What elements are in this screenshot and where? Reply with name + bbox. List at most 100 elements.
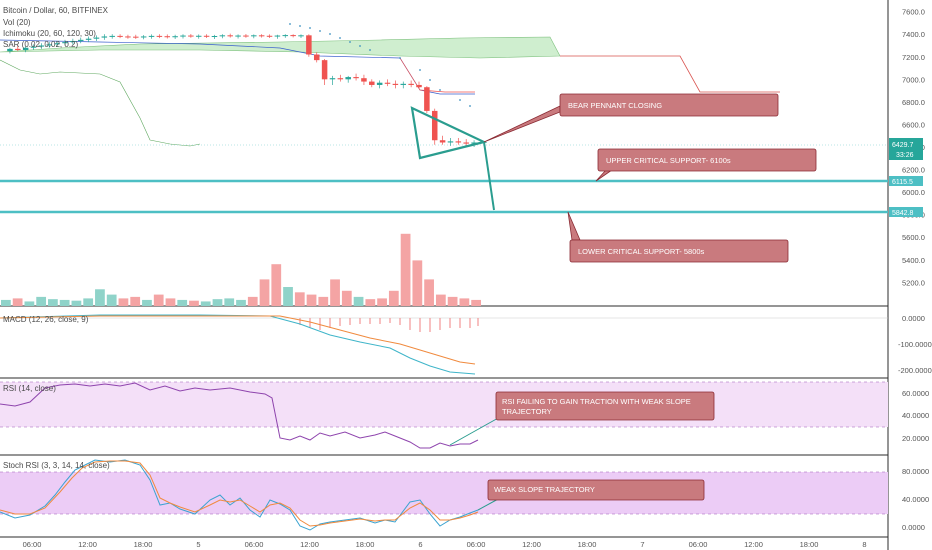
rsi-tick: 20.0000 xyxy=(902,434,929,443)
volume-bar xyxy=(271,264,282,306)
time-axis[interactable]: 06:00 12:00 18:00 5 06:00 12:00 18:00 6 06:00 12:… xyxy=(23,540,867,549)
symbol-title: Bitcoin / Dollar, 60, BITFINEX xyxy=(3,6,109,15)
volume-bar xyxy=(1,299,11,306)
volume-bar xyxy=(12,298,23,306)
candle-body xyxy=(424,87,430,111)
volume-bar xyxy=(236,299,246,306)
macd-line xyxy=(0,314,476,375)
stoch-d-line xyxy=(0,460,479,527)
candle-body xyxy=(337,78,344,80)
volume-bar xyxy=(224,298,235,306)
price-tick: 7600.0 xyxy=(902,8,925,17)
candle-body xyxy=(227,35,233,37)
volume-bar xyxy=(36,296,47,306)
candle-body xyxy=(125,36,131,38)
candle-body xyxy=(46,44,53,46)
candle-body xyxy=(376,82,383,85)
callout-lower-support[interactable]: LOWER CRITICAL SUPPORT- 5800s xyxy=(567,211,789,263)
price-tick: 6800.0 xyxy=(902,98,925,107)
candle-body xyxy=(7,48,13,52)
volume-bar xyxy=(177,299,188,306)
candle-body xyxy=(369,81,375,85)
macd-histogram xyxy=(299,318,479,332)
stoch-band xyxy=(0,472,888,514)
candle-body xyxy=(235,35,241,37)
stoch-tick: 80.0000 xyxy=(902,467,929,476)
ichimoku-legend[interactable]: Ichimoku (20, 60, 120, 30) xyxy=(3,29,96,38)
price-tag-lower: 5842.8 xyxy=(889,207,923,217)
volume-bar xyxy=(341,290,352,306)
time-tick: 18:00 xyxy=(356,540,375,549)
time-tick: 12:00 xyxy=(744,540,763,549)
rsi-axis[interactable]: 60.0000 40.0000 20.0000 xyxy=(902,389,929,443)
candle-body xyxy=(251,35,257,37)
candle-body xyxy=(266,35,273,37)
candle-body xyxy=(101,36,108,38)
candle-body xyxy=(243,35,249,37)
volume-bar xyxy=(459,298,470,306)
macd-legend[interactable]: MACD (12, 26, close, 9) xyxy=(3,315,89,324)
time-tick: 06:00 xyxy=(689,540,708,549)
price-tick: 7400.0 xyxy=(902,30,925,39)
stoch-axis[interactable]: 80.0000 40.0000 0.0000 xyxy=(902,467,929,532)
callout-upper-support[interactable]: UPPER CRITICAL SUPPORT- 6100s xyxy=(595,148,817,182)
stoch-legend[interactable]: Stoch RSI (3, 3, 14, 14, close) xyxy=(3,461,110,470)
candle-body xyxy=(306,35,312,55)
price-tag-current-time: 33:26 xyxy=(896,152,914,159)
candle-body xyxy=(400,83,407,85)
volume-bar xyxy=(306,294,317,306)
macd-tick: 0.0000 xyxy=(902,314,925,323)
callout-upper-support-text: UPPER CRITICAL SUPPORT- 6100s xyxy=(606,156,731,165)
sar-legend[interactable]: SAR (0.02, 0.02, 0.2) xyxy=(3,40,78,49)
candle-body xyxy=(15,48,21,50)
price-tick: 6000.0 xyxy=(902,188,925,197)
candle-body xyxy=(353,77,359,79)
price-tag-upper-value: 6115.5 xyxy=(892,179,913,186)
candle-body xyxy=(156,35,163,37)
rsi-legend[interactable]: RSI (14, close) xyxy=(3,384,56,393)
time-tick: 12:00 xyxy=(522,540,541,549)
candle-body xyxy=(62,42,68,44)
volume-bar xyxy=(447,296,458,306)
candle-body xyxy=(77,39,84,41)
callout-stoch[interactable]: WEAK SLOPE TRAJECTORY xyxy=(487,479,705,501)
candle-body xyxy=(416,84,422,88)
time-tick: 06:00 xyxy=(467,540,486,549)
candle-body xyxy=(439,140,446,143)
volume-bar xyxy=(353,296,364,306)
candle-body xyxy=(180,35,186,37)
volume-bars xyxy=(1,233,481,306)
vol-legend[interactable]: Vol (20) xyxy=(3,18,31,27)
candle-body xyxy=(392,83,399,85)
volume-bar xyxy=(377,298,387,306)
candle-body xyxy=(30,46,37,48)
candle-body xyxy=(172,36,178,38)
stoch-k-line xyxy=(0,459,479,531)
stoch-tick: 40.0000 xyxy=(902,495,929,504)
volume-bar xyxy=(200,301,211,306)
volume-bar xyxy=(165,298,176,306)
volume-bar xyxy=(259,279,270,306)
price-tick: 6600.0 xyxy=(902,120,925,129)
time-tick: 6 xyxy=(418,540,422,549)
callout-bear-pennant[interactable]: BEAR PENNANT CLOSING xyxy=(483,93,779,143)
time-tick: 06:00 xyxy=(245,540,264,549)
macd-axis[interactable]: 0.0000 -100.0000 -200.0000 xyxy=(898,314,932,375)
candle-body xyxy=(298,35,304,37)
volume-bar xyxy=(330,279,340,306)
candle-body xyxy=(195,35,202,37)
candle-body xyxy=(463,142,469,144)
candle-body xyxy=(133,36,139,38)
volume-bar xyxy=(365,299,376,306)
callout-rsi[interactable]: RSI FAILING TO GAIN TRACTION WITH WEAK S… xyxy=(495,391,715,421)
time-tick: 12:00 xyxy=(300,540,319,549)
volume-bar xyxy=(283,287,293,306)
candle-body xyxy=(203,35,210,37)
price-tick: 6200.0 xyxy=(902,166,925,175)
volume-bar xyxy=(142,299,152,306)
macd-tick: -100.0000 xyxy=(898,340,932,349)
rsi-band xyxy=(0,382,888,427)
volume-bar xyxy=(189,300,199,306)
bear-pennant[interactable] xyxy=(410,106,488,160)
